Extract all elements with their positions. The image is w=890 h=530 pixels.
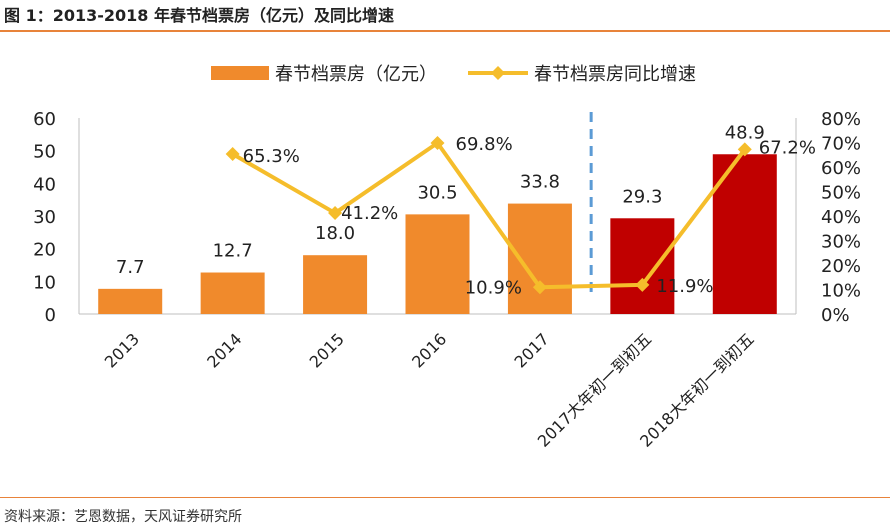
y-right-tick-label: 40% — [821, 207, 861, 228]
y-left-tick-label: 40 — [33, 174, 56, 195]
y-right-tick-label: 70% — [821, 134, 861, 155]
bar-value-label: 29.3 — [622, 186, 662, 207]
bar — [200, 272, 265, 314]
y-right-tick-label: 0% — [821, 305, 850, 326]
growth-value-label: 41.2% — [341, 203, 398, 224]
y-right-tick-label: 10% — [821, 281, 861, 302]
bar — [98, 288, 163, 314]
y-left-tick-label: 0 — [45, 305, 56, 326]
growth-value-label: 69.8% — [456, 134, 513, 155]
growth-value-label: 11.9% — [656, 276, 713, 297]
y-right-tick-label: 30% — [821, 232, 861, 253]
growth-line — [231, 140, 747, 290]
y-right-tick-label: 50% — [821, 183, 861, 204]
source-note: 资料来源：艺恩数据，天风证券研究所 — [4, 509, 242, 525]
x-tick-label: 2015 — [306, 329, 348, 371]
growth-value-label: 65.3% — [243, 146, 300, 167]
growth-point — [532, 280, 547, 295]
bar-value-label: 33.8 — [520, 172, 560, 193]
growth-value-label: 10.9% — [465, 277, 522, 298]
y-left-tick-label: 20 — [33, 240, 56, 261]
bar-value-label: 30.5 — [417, 182, 457, 203]
y-left-tick-label: 30 — [33, 207, 56, 228]
y-left-tick-label: 10 — [33, 272, 56, 293]
growth-point — [737, 142, 752, 157]
legend-label-line: 春节档票房同比增速 — [534, 64, 696, 85]
chart: 0 10 20 30 40 50 60 0% 10% 20% 30% 40% 50% 60% 70% 80% 7… — [33, 64, 861, 451]
y-left-tick-label: 60 — [33, 109, 56, 130]
y-right-tick-label: 60% — [821, 158, 861, 179]
x-tick-label: 2014 — [203, 329, 245, 371]
bar-value-label: 12.7 — [213, 241, 253, 262]
bar-value-label: 18.0 — [315, 223, 355, 244]
title-rule — [0, 30, 890, 32]
x-tick-label: 2013 — [101, 329, 143, 371]
growth-value-label: 67.2% — [759, 137, 816, 158]
legend-swatch-bar — [211, 66, 269, 80]
source-rule — [0, 497, 890, 498]
x-tick-label: 2017 — [511, 329, 553, 371]
bar — [303, 255, 368, 314]
legend-swatch-marker — [491, 66, 505, 80]
y-right-tick-label: 20% — [821, 256, 861, 277]
y-right-tick-label: 80% — [821, 109, 861, 130]
growth-point — [635, 277, 650, 292]
growth-point — [430, 135, 445, 150]
y-left-tick-label: 50 — [33, 142, 56, 163]
growth-point — [328, 206, 343, 221]
bar-value-label: 7.7 — [116, 257, 145, 278]
x-tick-label: 2017大年初一到初五 — [534, 329, 655, 450]
legend-label-bar: 春节档票房（亿元） — [275, 64, 437, 85]
bar — [610, 218, 675, 314]
x-tick-label: 2016 — [408, 329, 450, 371]
growth-point — [225, 147, 240, 162]
bar-value-label: 48.9 — [725, 122, 765, 143]
bar — [405, 214, 470, 314]
figure-title: 图 1：2013-2018 年春节档票房（亿元）及同比增速 — [4, 6, 394, 25]
x-tick-label: 2018大年初一到初五 — [636, 329, 757, 450]
